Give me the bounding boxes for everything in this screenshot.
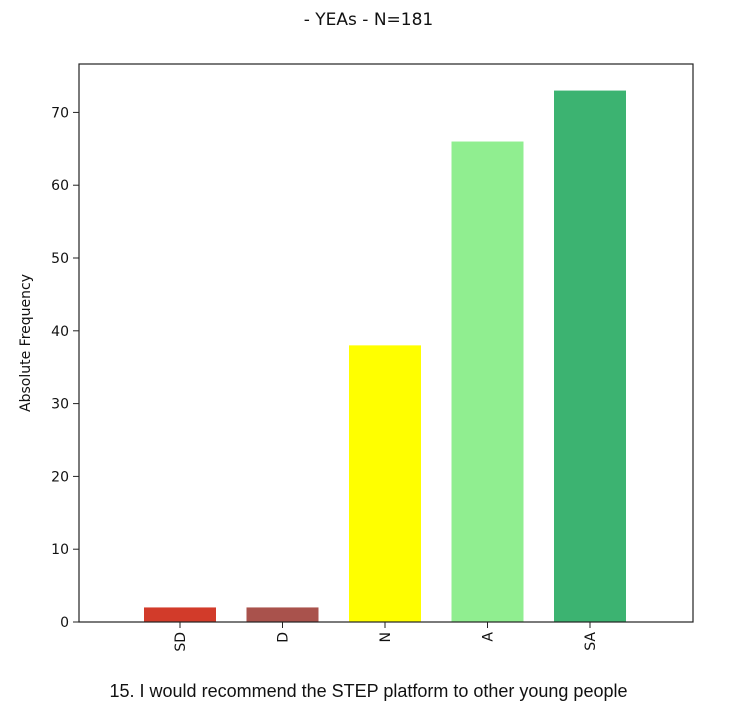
bar-d [246, 607, 319, 622]
x-tick-label-sd: SD [173, 632, 189, 652]
x-tick-label-sa: SA [583, 632, 599, 651]
y-ticks-group: 0 10 20 30 40 50 60 70 [51, 105, 79, 631]
x-tick-label-d: D [276, 632, 292, 643]
y-tick-label: 50 [51, 251, 69, 267]
bar-a [451, 141, 524, 622]
bars-group [144, 90, 626, 623]
y-tick-label: 40 [51, 324, 69, 340]
y-tick-label: 60 [51, 178, 69, 194]
y-tick-label: 30 [51, 397, 69, 413]
x-tick-label-a: A [481, 632, 497, 642]
y-tick-label: 0 [60, 615, 69, 631]
y-tick-label: 70 [51, 105, 69, 121]
y-axis-label: Absolute Frequency [18, 274, 34, 412]
bar-sd [144, 607, 216, 622]
plot-frame [78, 63, 694, 623]
bar-sa [554, 90, 626, 623]
x-tick-label-n: N [378, 632, 394, 642]
chart-title: - YEAs - N=181 [303, 10, 434, 30]
y-tick-label: 20 [51, 469, 69, 485]
x-ticks-group: SD D N A SA [173, 622, 599, 652]
y-tick-label: 10 [51, 542, 69, 558]
chart-caption: 15. I would recommend the STEP platform … [109, 681, 628, 701]
bar-n [349, 345, 421, 622]
